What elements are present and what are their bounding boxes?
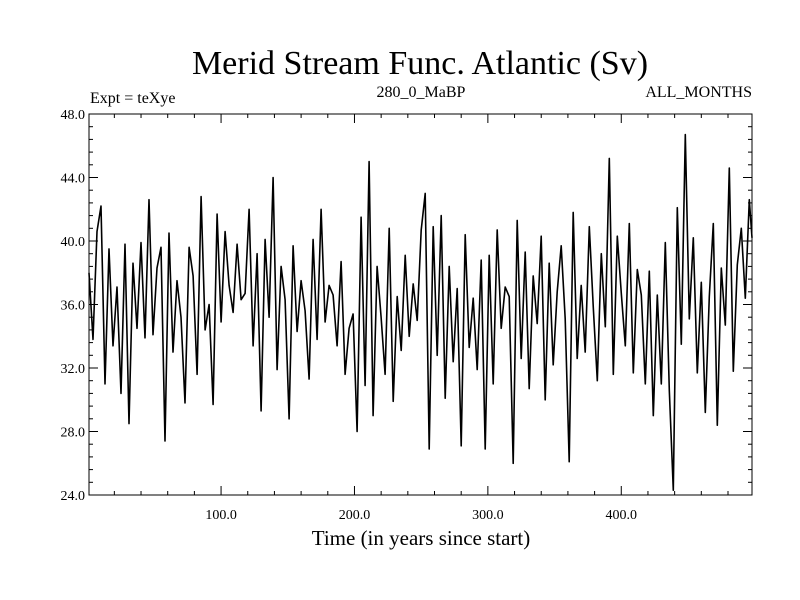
y-tick-label: 44.0	[61, 172, 86, 187]
y-tick-label: 24.0	[61, 489, 86, 504]
expt-label: Expt = teXye	[90, 90, 175, 107]
plot-frame	[88, 113, 753, 496]
x-tick-label: 300.0	[472, 508, 504, 523]
y-tick-label: 48.0	[61, 108, 86, 123]
chart-title: Merid Stream Func. Atlantic (Sv)	[192, 45, 648, 82]
x-axis: 100.0 200.0 300.0 400.0	[113, 114, 729, 523]
x-axis-label: Time (in years since start)	[312, 526, 531, 550]
y-axis: 24.0 28.0 32.0 36.0 40.0 44.0 48.0	[61, 108, 752, 504]
x-tick-label: 200.0	[339, 508, 371, 523]
y-tick-label: 28.0	[61, 426, 86, 441]
x-tick-label: 100.0	[205, 508, 237, 523]
y-tick-label: 36.0	[61, 299, 86, 314]
x-tick-label: 400.0	[606, 508, 638, 523]
months-label: ALL_MONTHS	[645, 84, 752, 101]
series-line	[88, 133, 753, 492]
data-layer	[88, 133, 753, 492]
period-label: 280_0_MaBP	[377, 84, 466, 101]
y-tick-label: 40.0	[61, 235, 86, 250]
y-tick-label: 32.0	[61, 362, 86, 377]
